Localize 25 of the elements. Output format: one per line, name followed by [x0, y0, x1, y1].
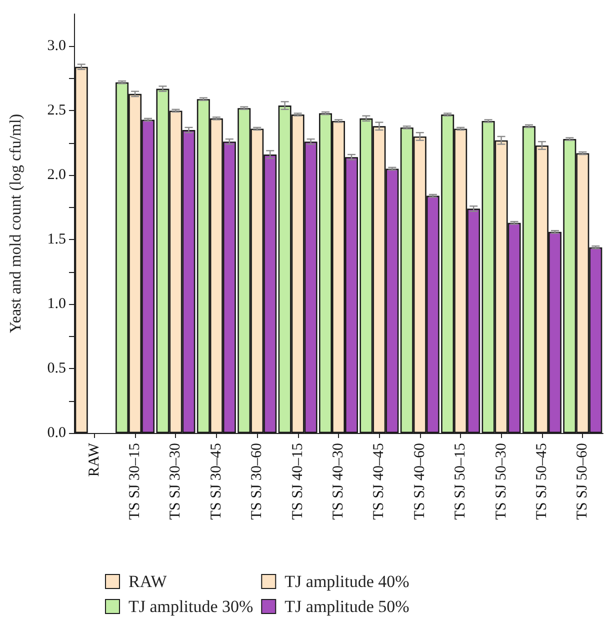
x-tick-label: TS SJ 40–45 — [371, 443, 388, 520]
x-tick-label: TS SJ 30–45 — [208, 443, 224, 520]
y-tick-label: 2.5 — [47, 102, 66, 119]
y-tick-label: 0.0 — [47, 425, 66, 441]
y-axis-title: Yeast and mold count (log cfu/ml) — [8, 114, 24, 334]
x-tick-label: TS SJ 30–30 — [168, 443, 184, 520]
y-tick-label: 0.5 — [47, 360, 66, 377]
y-tick-label: 1.0 — [47, 296, 66, 312]
x-tick-label: TS SJ 30–60 — [249, 443, 266, 520]
y-tick-label: 2.0 — [47, 167, 66, 184]
legend-label: TJ amplitude 50% — [284, 597, 410, 616]
x-tick-label: TS SJ 50–60 — [574, 443, 591, 520]
y-tick-label: 1.5 — [47, 232, 66, 248]
legend-label: TJ amplitude 40% — [284, 572, 410, 591]
x-tick-label: TS SJ 30–15 — [127, 443, 144, 520]
x-tick-label: TS SJ 40–30 — [330, 443, 346, 520]
x-tick-label: RAW — [86, 442, 102, 477]
legend-label: RAW — [128, 572, 168, 591]
x-tick-label: TS SJ 50–15 — [452, 443, 469, 520]
x-tick-label: TS SJ 50–45 — [534, 443, 550, 520]
x-tick-label: TS SJ 40–60 — [412, 443, 428, 520]
legend-label: TJ amplitude 30% — [128, 597, 254, 616]
y-tick-label: 3.0 — [47, 38, 66, 54]
x-tick-label: TS SJ 40–15 — [290, 443, 306, 520]
x-tick-label: TS SJ 50–30 — [493, 443, 510, 520]
